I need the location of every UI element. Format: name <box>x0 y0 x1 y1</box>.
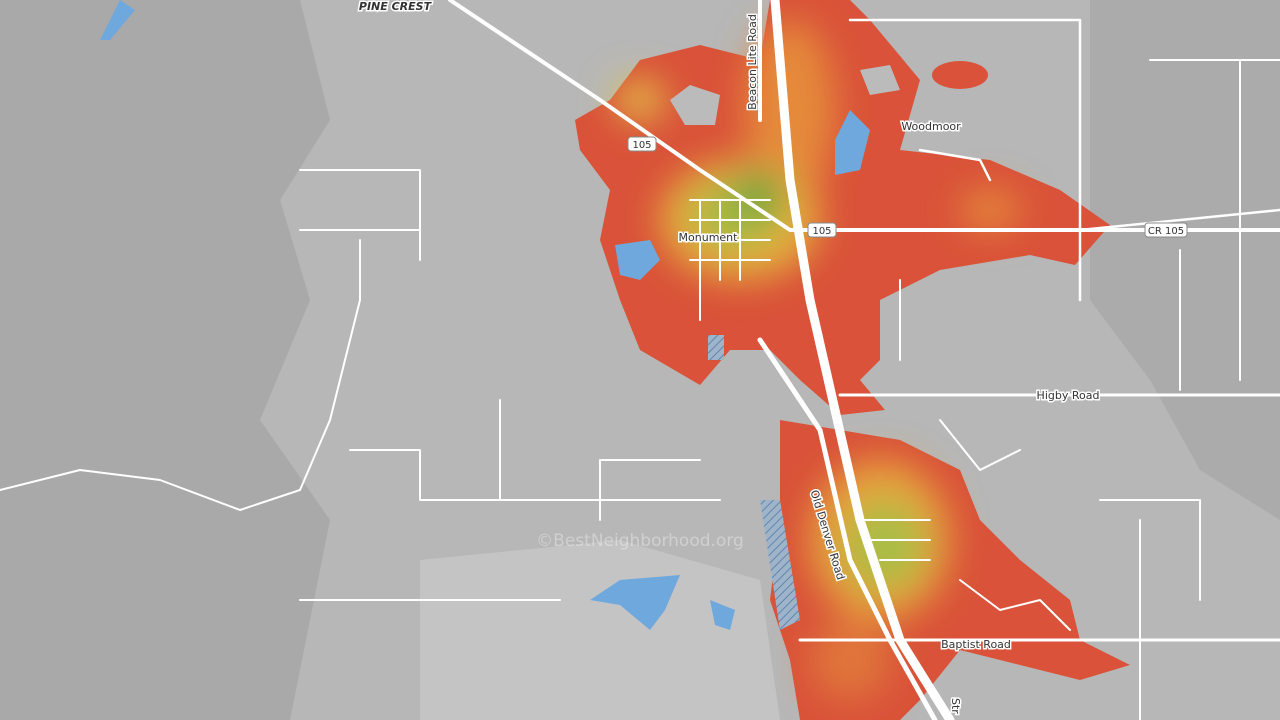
hatched-area <box>760 500 800 630</box>
shield-label: CR 105 <box>1148 226 1184 237</box>
road-label: Beacon Lite Road <box>746 14 759 110</box>
place-label: Woodmoor <box>901 120 961 133</box>
place-label: PINE CREST <box>359 0 433 13</box>
road-label: Str <box>949 698 962 714</box>
heatmap <box>575 0 1130 720</box>
hatched-area <box>708 335 724 360</box>
shield: 105 <box>627 136 657 152</box>
road-label: Baptist Road <box>941 638 1011 651</box>
road-label: Higby Road <box>1037 389 1100 402</box>
shield-label: 105 <box>812 226 831 237</box>
shield: CR 105 <box>1144 222 1188 238</box>
terrain <box>0 0 330 720</box>
terrain <box>1090 0 1280 520</box>
place-label: Monument <box>679 231 739 244</box>
lakes <box>100 0 870 630</box>
terrain <box>420 540 780 720</box>
shield-label: 105 <box>632 140 651 151</box>
shield: 105 <box>807 222 837 238</box>
watermark: ©BestNeighborhood.org <box>536 531 744 551</box>
